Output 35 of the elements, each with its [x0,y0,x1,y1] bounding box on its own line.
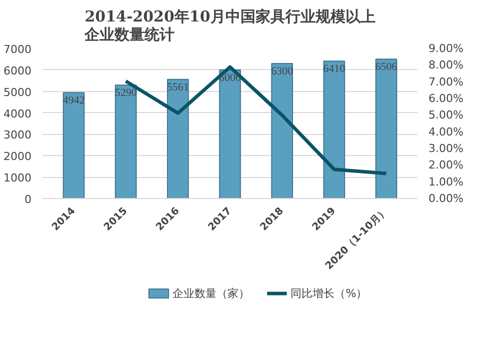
bar [323,60,346,198]
y2-tick-label: 9.00% [428,42,464,55]
y2-tick-label: 5.00% [428,108,464,122]
y-tick-label: 7000 [4,43,32,56]
bar [62,92,85,198]
y2-tick-label: 1.00% [428,175,464,188]
y-tick-label: 1000 [4,172,32,185]
data-label: 4942 [62,94,85,107]
data-label: 6410 [323,63,346,76]
y-tick-label: 3000 [4,128,32,142]
data-label: 6000 [219,72,242,84]
bar [114,84,137,198]
y-tick-label: 4000 [4,107,32,120]
y2-tick-label: 3.00% [428,142,464,155]
data-label: 5290 [114,87,138,100]
bar [167,78,189,198]
data-label: 6506 [375,61,398,74]
bar [271,63,293,198]
y-tick-label: 5000 [4,86,32,99]
data-label: 5561 [166,81,189,94]
legend-label: 同比增长（%） [290,287,368,300]
bar [219,69,241,198]
y2-tick-label: 6.00% [428,92,464,105]
y2-tick-label: 2.00% [428,158,464,172]
y2-tick-label: 8.00% [428,58,464,72]
bar [375,58,398,198]
chart-title: 2014-2020年10月中国家具行业规模以上企业数量统计 [84,8,376,44]
data-label: 6300 [271,66,294,78]
y-tick-label: 0 [24,193,32,206]
y2-tick-label: 7.00% [428,75,464,88]
y-tick-label: 2000 [4,150,32,164]
y-tick-label: 6000 [4,64,32,78]
legend-label: 企业数量（家） [172,287,250,300]
y2-tick-label: 4.00% [428,125,464,138]
y2-tick-label: 0.00% [428,192,464,205]
